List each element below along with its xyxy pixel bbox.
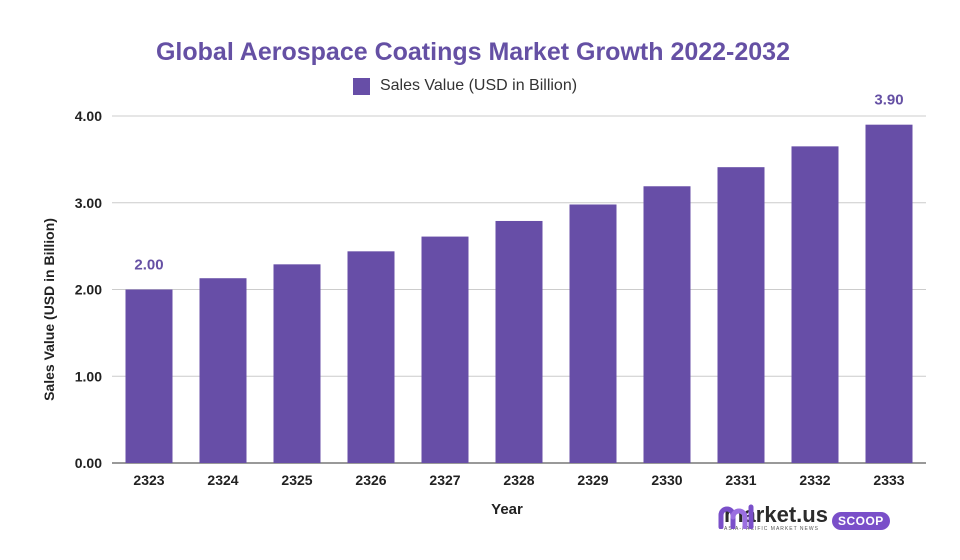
- chart-title: Global Aerospace Coatings Market Growth …: [155, 38, 790, 66]
- x-tick-label: 2326: [355, 472, 386, 488]
- market-us-logo: market.us ASIA-PACIFIC MARKET NEWS SCOOP: [718, 503, 890, 533]
- x-tick-label: 2327: [429, 472, 460, 488]
- bar: [865, 124, 913, 464]
- x-axis-title: Year: [491, 501, 523, 518]
- bar: [199, 278, 247, 463]
- y-tick-label: 3.00: [75, 195, 102, 211]
- bar: [273, 264, 321, 463]
- x-tick-label: 2332: [799, 472, 830, 488]
- x-tick-label: 2323: [133, 472, 164, 488]
- x-tick-label: 2328: [503, 472, 534, 488]
- data-label: 3.90: [874, 92, 903, 109]
- bar: [717, 167, 765, 463]
- y-tick-label: 2.00: [75, 282, 102, 298]
- x-tick-label: 2325: [281, 472, 312, 488]
- y-tick-label: 0.00: [75, 455, 102, 471]
- bar: [569, 204, 617, 464]
- data-label: 2.00: [134, 257, 163, 274]
- logo-badge: SCOOP: [831, 512, 890, 530]
- x-tick-label: 2331: [725, 472, 756, 488]
- x-tick-label: 2330: [651, 472, 682, 488]
- market-us-logo-icon: [718, 504, 754, 529]
- x-tick-label: 2324: [207, 472, 238, 488]
- legend-label: Sales Value (USD in Billion): [379, 77, 578, 94]
- y-tick-label: 1.00: [75, 368, 102, 384]
- bar: [421, 236, 469, 463]
- bar: [495, 220, 543, 463]
- chart-legend: Sales Value (USD in Billion): [0, 77, 930, 95]
- bar: [643, 186, 691, 463]
- x-tick-label: 2333: [873, 472, 904, 488]
- bar: [125, 289, 173, 463]
- bar: [347, 251, 395, 463]
- y-axis-title: Sales Value (USD in Billion): [41, 218, 57, 401]
- y-tick-label: 4.00: [75, 108, 102, 124]
- bar: [791, 146, 839, 464]
- legend-swatch: [352, 77, 370, 95]
- logo-tagline: ASIA-PACIFIC MARKET NEWS: [724, 526, 819, 532]
- x-tick-label: 2329: [577, 472, 608, 488]
